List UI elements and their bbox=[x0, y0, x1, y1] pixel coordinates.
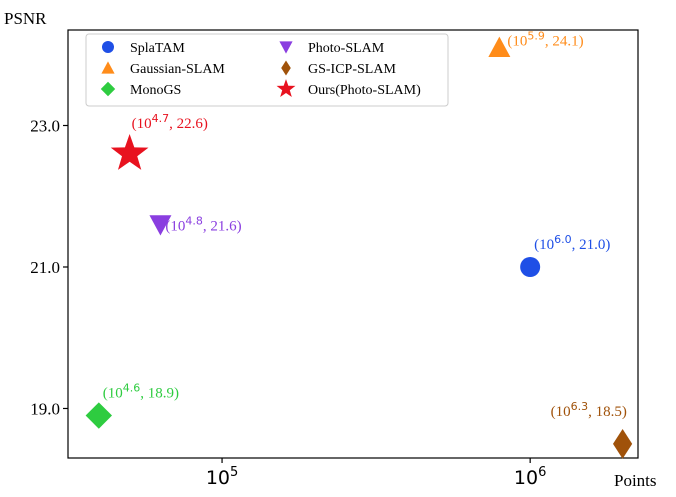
legend-label-splatam: SplaTAM bbox=[130, 41, 185, 56]
point-labels: (106.0, 21.0) (105.9, 24.1) (104.6, 18.9) (… bbox=[103, 30, 627, 420]
point-photo-slam bbox=[149, 215, 172, 236]
point-label-photo-slam: (104.8, 21.6) bbox=[165, 215, 241, 235]
point-splatam bbox=[520, 256, 541, 277]
point-label-gs-icp-slam: (106.3, 18.5) bbox=[551, 400, 627, 420]
point-ours-photo-slam bbox=[110, 133, 149, 170]
point-label-gaussian-slam: (105.9, 24.1) bbox=[507, 30, 583, 50]
legend: SplaTAM Gaussian-SLAM MonoGS Photo-SLAM GS-I… bbox=[85, 33, 449, 107]
legend-label-gs-icp-slam: GS-ICP-SLAM bbox=[308, 62, 396, 77]
point-monogs bbox=[85, 402, 113, 429]
legend-marker-gs-icp-slam bbox=[281, 60, 291, 76]
legend-marker-photo-slam bbox=[279, 41, 293, 54]
y-tick-label: 19.0 bbox=[30, 399, 60, 418]
x-ticks: 105 106 bbox=[206, 458, 546, 489]
point-label-splatam: (106.0, 21.0) bbox=[534, 233, 610, 253]
point-gs-icp-slam bbox=[612, 428, 633, 459]
plot-frame bbox=[67, 29, 639, 459]
point-gaussian-slam bbox=[488, 36, 511, 58]
y-ticks: 19.0 21.0 23.0 bbox=[30, 117, 68, 418]
point-label-ours-photo-slam: (104.7, 22.6) bbox=[132, 112, 208, 132]
point-label-monogs: (104.6, 18.9) bbox=[103, 382, 179, 402]
data-points bbox=[85, 36, 633, 459]
y-tick-label: 21.0 bbox=[30, 258, 60, 277]
legend-marker-gaussian-slam bbox=[101, 61, 115, 74]
x-axis-label: Points bbox=[614, 471, 657, 490]
x-tick-label: 106 bbox=[514, 465, 546, 489]
y-tick-label: 23.0 bbox=[30, 117, 60, 136]
legend-marker-ours-photo-slam bbox=[276, 79, 296, 98]
legend-label-ours-photo-slam: Ours(Photo-SLAM) bbox=[308, 83, 421, 98]
legend-items: SplaTAM Gaussian-SLAM MonoGS Photo-SLAM GS-I… bbox=[100, 41, 421, 98]
legend-label-monogs: MonoGS bbox=[130, 83, 181, 98]
legend-marker-monogs bbox=[100, 81, 116, 97]
legend-marker-splatam bbox=[102, 41, 114, 53]
y-axis-label: PSNR bbox=[4, 9, 47, 28]
legend-box bbox=[85, 33, 449, 107]
legend-label-photo-slam: Photo-SLAM bbox=[308, 41, 385, 56]
x-tick-label: 105 bbox=[206, 465, 238, 489]
legend-label-gaussian-slam: Gaussian-SLAM bbox=[130, 62, 225, 77]
